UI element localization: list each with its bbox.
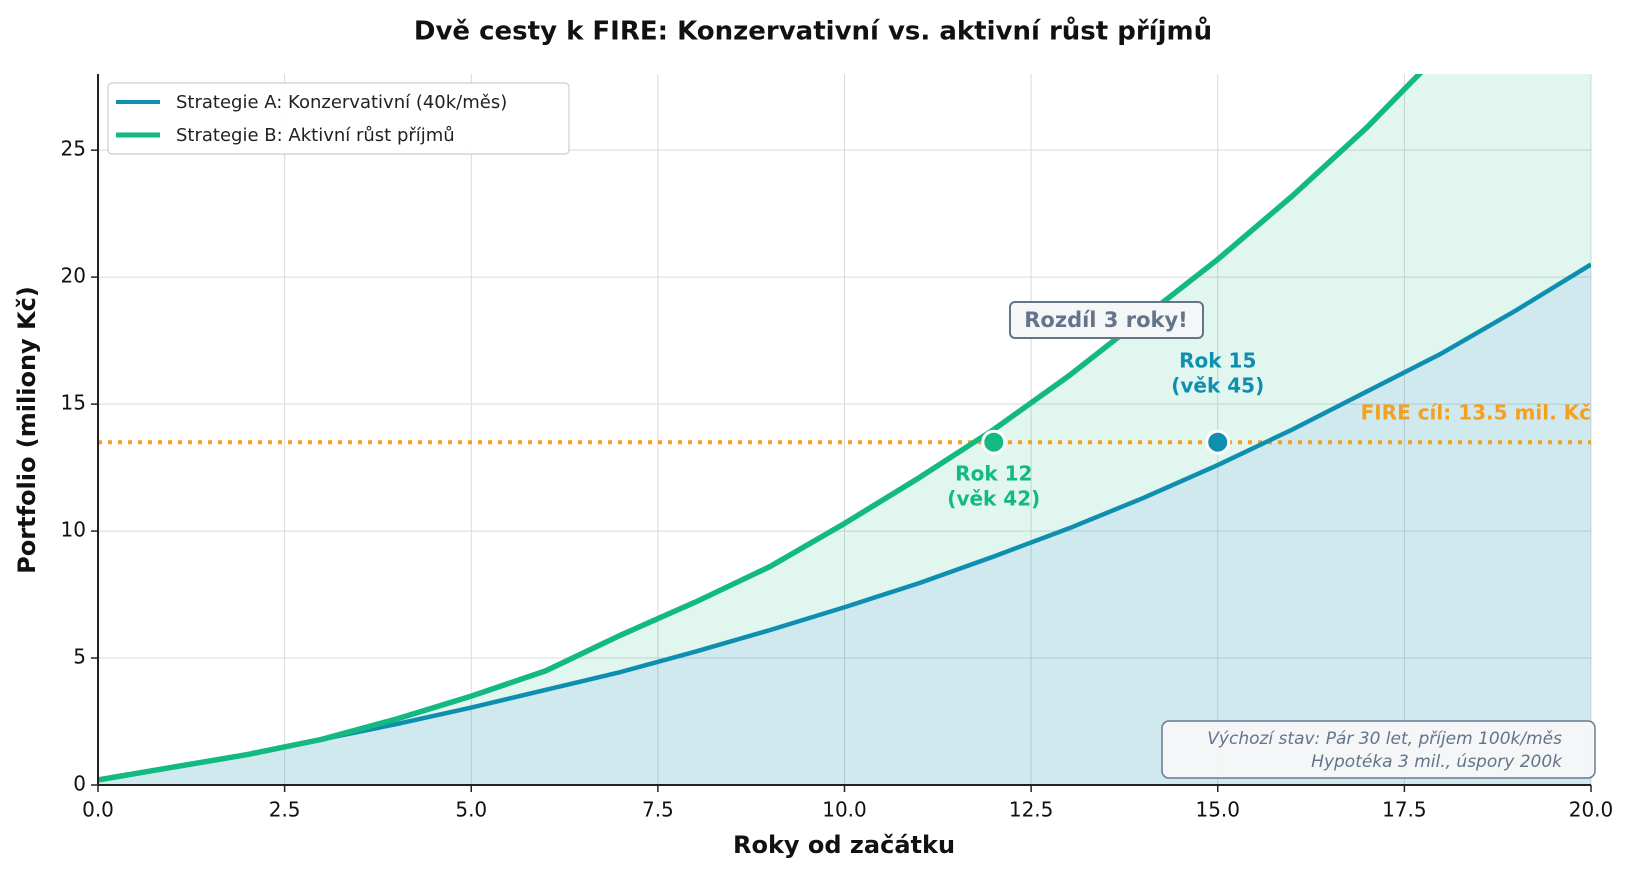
y-axis-label: Portfolio (miliony Kč)	[13, 286, 41, 574]
fire-target: FIRE cíl: 13.5 mil. Kč	[98, 401, 1591, 445]
y-tick-label: 0	[73, 772, 86, 796]
milestone-label-age: (věk 45)	[1171, 374, 1264, 398]
info-line-1: Výchozí stav: Pár 30 let, příjem 100k/mě…	[1207, 729, 1562, 749]
milestone-label-year: Rok 12	[955, 462, 1032, 486]
area-fill-a	[98, 264, 1591, 785]
x-tick-label: 10.0	[822, 798, 867, 822]
legend: Strategie A: Konzervativní (40k/měs) Str…	[107, 82, 570, 155]
axes	[91, 74, 1592, 792]
x-axis-label: Roky od začátku	[733, 831, 955, 859]
y-tick-label: 5	[73, 645, 86, 669]
fire-target-label: FIRE cíl: 13.5 mil. Kč	[1361, 401, 1591, 425]
y-tick-label: 10	[61, 518, 86, 542]
x-tick-label: 7.5	[642, 798, 674, 822]
area-fill-b	[98, 74, 1591, 780]
x-tick-label: 2.5	[269, 798, 301, 822]
x-tick-label: 0.0	[82, 798, 114, 822]
area-fills	[98, 74, 1591, 785]
y-tick-label: 20	[61, 264, 86, 288]
legend-label-a: Strategie A: Konzervativní (40k/měs)	[176, 92, 507, 113]
series-lines	[98, 74, 1591, 783]
milestone-point	[981, 429, 1007, 455]
series-line-b	[98, 74, 1424, 783]
info-box: Výchozí stav: Pár 30 let, příjem 100k/mě…	[1161, 720, 1596, 779]
y-tick-label: 15	[61, 391, 86, 415]
x-tick-label: 12.5	[1009, 798, 1054, 822]
difference-callout: Rozdíl 3 roky!	[1009, 301, 1204, 339]
x-tick-label: 17.5	[1382, 798, 1427, 822]
x-tick-label: 20.0	[1569, 798, 1614, 822]
legend-label-b: Strategie B: Aktivní růst příjmů	[176, 125, 455, 146]
milestone-markers: Rok 12(věk 42) Rok 15(věk 45)	[947, 349, 1264, 511]
milestone-point	[1205, 429, 1231, 455]
y-tick-label: 25	[61, 137, 86, 161]
chart-title: Dvě cesty k FIRE: Konzervativní vs. akti…	[414, 16, 1212, 47]
x-tick-label: 5.0	[455, 798, 487, 822]
difference-label: Rozdíl 3 roky!	[1024, 308, 1188, 332]
milestone-label-age: (věk 42)	[947, 487, 1040, 511]
info-line-2: Hypotéka 3 mil., úspory 200k	[1311, 752, 1563, 772]
tick-labels: 0.0 2.5 5.0 7.5 10.0 12.5 15.0 17.5 20.0 0 5 10 15 20…	[61, 137, 1614, 822]
milestone-label-year: Rok 15	[1179, 349, 1256, 373]
x-tick-label: 15.0	[1195, 798, 1240, 822]
